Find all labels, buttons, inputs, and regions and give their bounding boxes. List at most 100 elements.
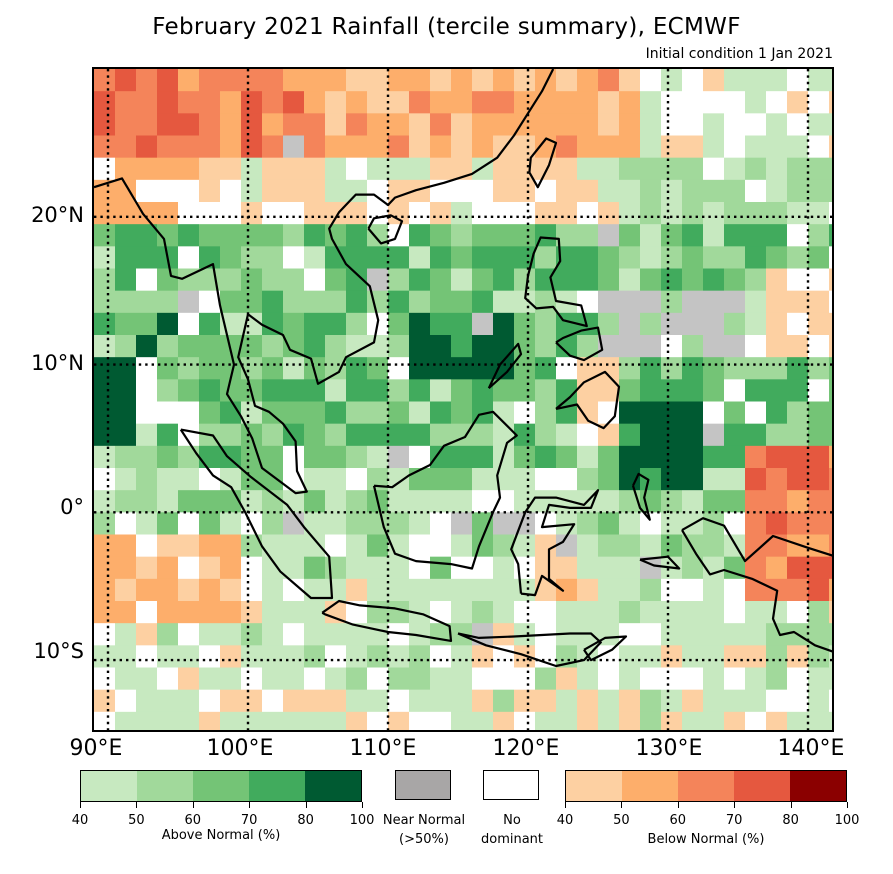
grid-cell: [388, 312, 410, 336]
grid-cell: [787, 135, 809, 159]
grid-cell: [388, 357, 410, 380]
grid-cell: [451, 268, 473, 292]
grid-cell: [157, 290, 179, 314]
grid-cell: [388, 556, 410, 580]
grid-cell: [682, 312, 704, 336]
near-normal-label-line1: Near Normal: [382, 813, 466, 828]
below-normal-tickmark-5: [847, 802, 848, 808]
grid-cell: [619, 623, 641, 646]
grid-cell: [451, 135, 473, 159]
grid-cell: [703, 357, 725, 380]
grid-cell: [577, 268, 599, 292]
grid-cell: [220, 689, 242, 713]
grid-cell: [829, 157, 832, 181]
grid-cell: [451, 335, 473, 358]
grid-cell: [703, 224, 725, 247]
grid-cell: [346, 335, 368, 358]
grid-cell: [808, 623, 830, 646]
grid-cell: [493, 202, 515, 225]
grid-cell: [157, 578, 179, 602]
grid-cell: [619, 379, 641, 403]
grid-cell: [178, 401, 200, 425]
grid-cell: [745, 157, 767, 181]
grid-cell: [409, 69, 431, 92]
grid-cell: [367, 357, 389, 380]
grid-cell: [766, 556, 788, 580]
grid-cell: [94, 490, 116, 513]
grid-cell: [472, 224, 494, 247]
grid-cell: [220, 423, 242, 447]
grid-cell: [829, 312, 832, 336]
grid-cell: [598, 157, 620, 181]
grid-cell: [115, 667, 137, 691]
grid-cell: [661, 290, 683, 314]
grid-cell: [724, 135, 746, 159]
grid-cell: [640, 379, 662, 403]
grid-cell: [94, 268, 116, 292]
grid-cell: [682, 556, 704, 580]
grid-cell: [556, 468, 578, 491]
grid-cell: [115, 335, 137, 358]
grid-cell: [556, 224, 578, 247]
lon-label-90e: 90°E: [69, 736, 123, 761]
coast-taiwan: [528, 137, 558, 189]
grid-cell: [304, 556, 326, 580]
grid-cell: [430, 556, 452, 580]
grid-cell: [766, 689, 788, 713]
coast-newguinea: [681, 517, 832, 653]
grid-cell: [304, 268, 326, 292]
grid-cell: [262, 512, 284, 536]
grid-cell: [619, 468, 641, 491]
grid-cell: [493, 623, 515, 646]
grid-cell: [640, 91, 662, 114]
grid-cell: [577, 601, 599, 624]
grid-cell: [577, 512, 599, 536]
grid-cell: [367, 202, 389, 225]
grid-cell: [157, 556, 179, 580]
grid-cell: [829, 401, 832, 425]
grid-cell: [94, 401, 116, 425]
grid-cell: [535, 357, 557, 380]
grid-cell: [451, 179, 473, 203]
grid-cell: [808, 379, 830, 403]
grid-cell: [199, 69, 221, 92]
grid-cell: [241, 623, 263, 646]
grid-cell: [367, 157, 389, 181]
grid-cell: [787, 423, 809, 447]
grid-cell: [94, 423, 116, 447]
grid-cell: [367, 91, 389, 114]
above-normal-tickmark-5: [362, 802, 363, 808]
grid-cell: [409, 711, 431, 730]
grid-cell: [703, 157, 725, 181]
grid-cell: [535, 202, 557, 225]
grid-cell: [640, 512, 662, 536]
grid-cell: [136, 290, 158, 314]
grid-cell: [766, 645, 788, 669]
grid-cell: [808, 711, 830, 730]
grid-cell: [514, 113, 536, 137]
grid-cell: [745, 667, 767, 691]
grid-cell: [220, 534, 242, 558]
grid-cell: [178, 224, 200, 247]
grid-cell: [556, 202, 578, 225]
grid-cell: [556, 69, 578, 92]
grid-cell: [619, 246, 641, 270]
grid-cell: [493, 578, 515, 602]
grid-cell: [304, 202, 326, 225]
grid-cell: [220, 135, 242, 159]
grid-cell: [115, 312, 137, 336]
grid-cell: [283, 113, 305, 137]
grid-cell: [829, 645, 832, 669]
grid-cell: [472, 379, 494, 403]
grid-cell: [241, 711, 263, 730]
grid-cell: [745, 91, 767, 114]
grid-cell: [220, 113, 242, 137]
grid-cell: [829, 69, 832, 92]
grid-cell: [472, 556, 494, 580]
grid-cell: [745, 423, 767, 447]
grid-cell: [157, 357, 179, 380]
grid-cell: [493, 335, 515, 358]
grid-cell: [829, 246, 832, 270]
grid-cell: [262, 246, 284, 270]
grid-cell: [409, 689, 431, 713]
